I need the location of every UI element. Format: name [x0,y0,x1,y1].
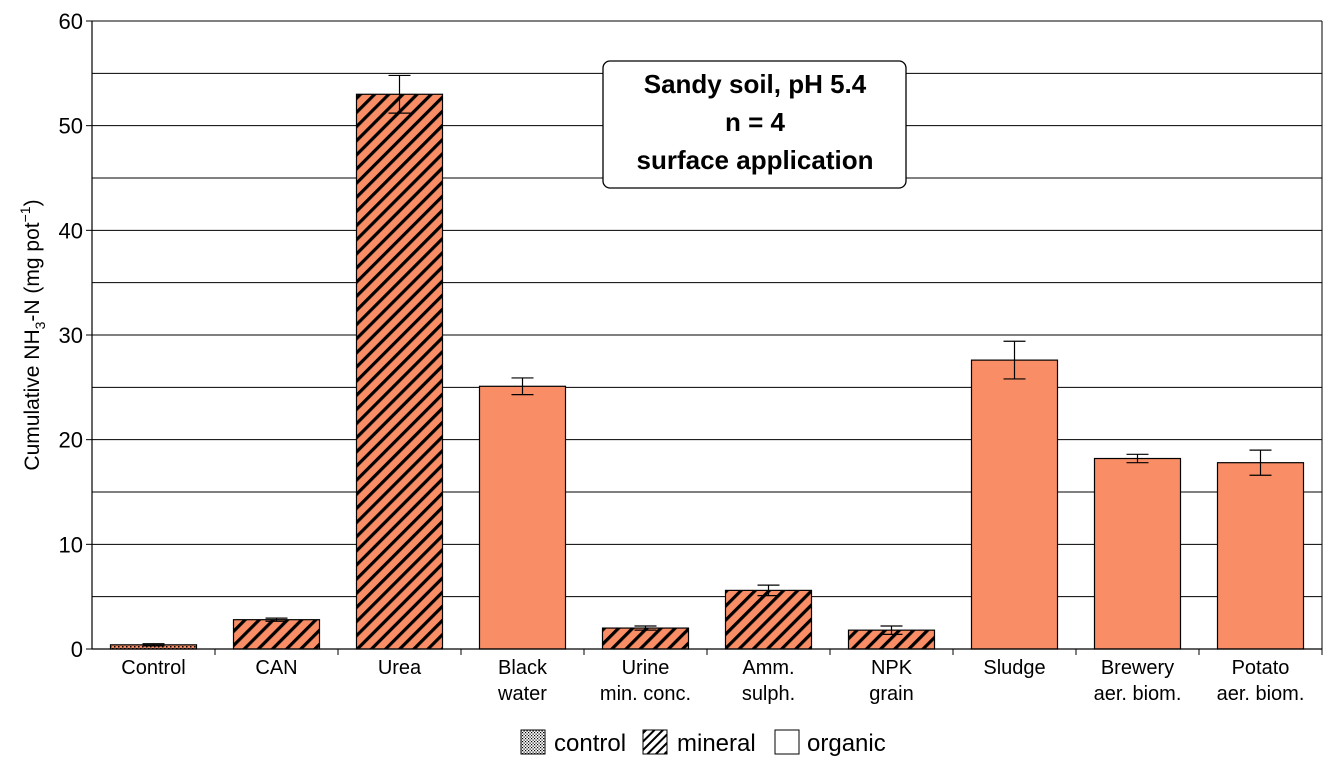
x-tick-label: Brewery [1101,657,1174,679]
chart-title-line: surface application [637,145,874,175]
bar [478,385,567,650]
x-tick-label: grain [869,683,913,705]
y-axis-label-part: Cumulative NH [21,329,44,470]
legend-swatch-organic [774,729,800,755]
y-tick-label: 30 [59,323,83,348]
bar [355,93,444,650]
title-box-frame [602,60,907,189]
y-tick-label: 40 [59,218,83,243]
x-tick-label: Black [498,657,548,679]
y-tick-label: 0 [71,637,83,662]
y-tick-label: 10 [59,532,83,557]
bar [724,589,813,650]
error-bars [142,74,1272,647]
y-axis-label: Cumulative NH3-N (mg pot−1) [17,199,48,470]
legend-label-organic: organic [807,730,886,757]
labels: Control CAN Urea Black water Urine min. conc. A… [17,9,1323,705]
bar [1093,457,1182,650]
x-tick-label: CAN [255,657,297,679]
x-tick-label: aer. biom. [1094,683,1182,705]
x-tick-label: Urine [622,657,670,679]
y-axis-label-part: ) [21,199,44,206]
y-axis-label-part: 3 [32,321,48,329]
chart-title-line: Sandy soil, pH 5.4 [644,69,867,99]
y-tick-label: 20 [59,428,83,453]
y-axis-label-part: −1 [17,206,33,222]
y-axis-label-part: -N (mg pot [21,222,44,321]
x-tick-label: Control [121,657,185,679]
x-tick-label: NPK [871,657,913,679]
x-tick-label: water [497,683,547,705]
x-tick-label: aer. biom. [1217,683,1305,705]
bar [601,627,690,650]
bar [970,359,1059,650]
legend: control mineral organic [520,729,886,757]
x-tick-label: sulph. [742,683,795,705]
y-tick-label: 50 [59,114,83,139]
title-box: Sandy soil, pH 5.4 n = 4 surface applicati… [602,60,907,189]
x-tick-label: Amm. [742,657,794,679]
x-tick-label: Sludge [983,657,1045,679]
x-tick-label: min. conc. [600,683,691,705]
x-tick-label: Urea [378,657,422,679]
x-tick-label: Potato [1232,657,1290,679]
y-tick-label: 60 [59,9,83,34]
chart-title-line: n = 4 [725,107,786,137]
legend-swatch-control [520,729,546,755]
bar [1216,462,1305,650]
bars [109,93,1305,650]
legend-swatch-mineral [642,729,668,755]
legend-label-mineral: mineral [677,730,756,757]
bar [232,619,321,650]
legend-label-control: control [554,730,626,757]
